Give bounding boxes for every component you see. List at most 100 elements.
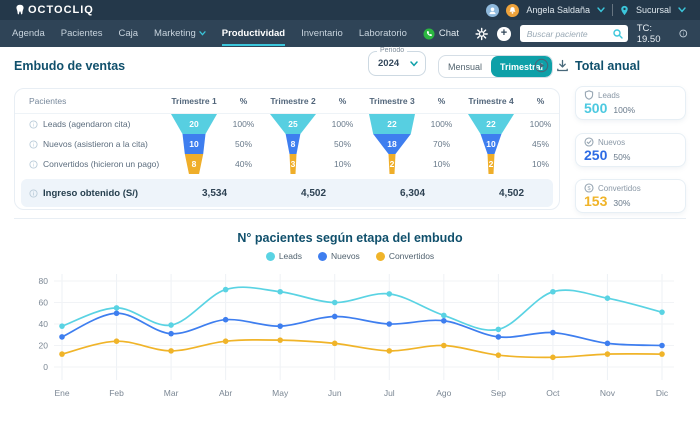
- svg-text:3: 3: [291, 159, 296, 169]
- period-chevron-down-icon: [410, 61, 418, 67]
- svg-text:May: May: [272, 388, 289, 398]
- leads-badge-icon: [584, 90, 594, 100]
- nav-item-chat[interactable]: Chat: [423, 28, 459, 40]
- nav-item-caja[interactable]: Caja: [119, 21, 139, 46]
- data-point[interactable]: [386, 291, 393, 297]
- funnel-table-rows: i Leads (agendaron cita) i Nuevos (asistier…: [15, 114, 559, 174]
- data-point[interactable]: [113, 310, 120, 317]
- info-icon[interactable]: i: [29, 188, 38, 198]
- data-point[interactable]: [441, 317, 447, 324]
- gear-icon[interactable]: [475, 27, 488, 41]
- pct-q4-row1: 100%: [529, 119, 552, 129]
- data-point[interactable]: [495, 334, 502, 340]
- svg-text:Ago: Ago: [436, 388, 451, 398]
- data-point[interactable]: [59, 351, 65, 357]
- data-point[interactable]: [604, 295, 611, 301]
- data-point[interactable]: [59, 334, 65, 340]
- info-icon[interactable]: i: [679, 29, 688, 38]
- stat-card-nuevos: Nuevos 250 50%: [575, 133, 686, 167]
- data-point[interactable]: [168, 348, 174, 354]
- data-point[interactable]: [441, 342, 447, 349]
- data-point[interactable]: [331, 313, 338, 320]
- nav-item-productividad[interactable]: Productividad: [221, 21, 286, 46]
- data-point[interactable]: [59, 323, 65, 329]
- period-value: 2024: [378, 58, 400, 69]
- legend-dot: [265, 251, 275, 261]
- data-point[interactable]: [441, 312, 447, 319]
- legend-item-convertidos[interactable]: Convertidos: [375, 251, 435, 261]
- nav-item-label: Productividad: [221, 28, 286, 39]
- legend-label: Nuevos: [330, 251, 360, 261]
- data-point[interactable]: [659, 351, 665, 357]
- info-icon[interactable]: i: [29, 119, 38, 129]
- nav-item-agenda[interactable]: Agenda: [12, 21, 45, 46]
- nav-item-label: Inventario: [301, 28, 343, 39]
- data-point[interactable]: [495, 352, 502, 358]
- data-point[interactable]: [113, 338, 120, 344]
- data-point[interactable]: [331, 299, 338, 306]
- data-point[interactable]: [604, 351, 611, 357]
- data-point[interactable]: [168, 330, 174, 337]
- info-icon[interactable]: i: [29, 159, 38, 169]
- nav-item-label: Marketing: [154, 28, 196, 39]
- branch-selector[interactable]: Sucursal: [635, 5, 671, 15]
- svg-text:i: i: [33, 122, 34, 128]
- legend-item-leads[interactable]: Leads: [265, 251, 302, 261]
- branch-chevron-down-icon[interactable]: [678, 7, 686, 13]
- data-point[interactable]: [495, 326, 502, 333]
- data-point[interactable]: [222, 316, 229, 323]
- data-point[interactable]: [277, 337, 283, 343]
- column-header-pacientes: Pacientes: [29, 96, 67, 106]
- data-point[interactable]: [386, 321, 393, 327]
- svg-text:2: 2: [390, 159, 395, 169]
- data-point[interactable]: [604, 340, 611, 347]
- notifications-bell-icon[interactable]: [506, 3, 520, 17]
- brand-logo[interactable]: OCTOCLIQ: [14, 4, 94, 16]
- topbar-right: Angela Saldaña Sucursal: [486, 3, 686, 17]
- data-point[interactable]: [659, 342, 665, 349]
- download-icon[interactable]: [555, 58, 570, 73]
- support-avatar[interactable]: [486, 3, 500, 17]
- legend-label: Convertidos: [388, 251, 435, 261]
- section-divider: [14, 218, 686, 219]
- user-chevron-down-icon[interactable]: [597, 7, 605, 13]
- search-box: [519, 25, 628, 42]
- play-button[interactable]: [534, 58, 549, 73]
- data-point[interactable]: [550, 354, 556, 361]
- nav-item-laboratorio[interactable]: Laboratorio: [359, 21, 407, 46]
- svg-text:80: 80: [39, 276, 49, 286]
- data-point[interactable]: [386, 348, 393, 354]
- nav-item-pacientes[interactable]: Pacientes: [61, 21, 103, 46]
- svg-text:8: 8: [291, 139, 296, 149]
- info-icon[interactable]: i: [29, 139, 38, 149]
- data-point[interactable]: [168, 322, 174, 328]
- toggle-mensual[interactable]: Mensual: [448, 61, 483, 72]
- nav-item-inventario[interactable]: Inventario: [301, 21, 343, 46]
- data-point[interactable]: [550, 329, 556, 336]
- series-line-nuevos: [61, 312, 663, 347]
- data-point[interactable]: [550, 288, 556, 295]
- column-header-trimestre-4: Trimestre 4: [468, 96, 514, 106]
- pct-q4-row3: 10%: [531, 159, 549, 169]
- income-label: i Ingreso obtenido (S/): [21, 188, 165, 199]
- search-icon[interactable]: [613, 28, 623, 39]
- nav-item-marketing[interactable]: Marketing: [154, 21, 206, 46]
- funnel-table-header: Pacientes Trimestre 1% Trimestre 2% Trimest…: [15, 89, 559, 114]
- search-input[interactable]: [524, 27, 609, 40]
- data-point[interactable]: [277, 323, 283, 329]
- svg-text:Dic: Dic: [656, 388, 669, 398]
- svg-text:60: 60: [39, 298, 49, 308]
- data-point[interactable]: [277, 288, 283, 295]
- data-point[interactable]: [659, 309, 665, 315]
- data-point[interactable]: [113, 305, 120, 311]
- data-point[interactable]: [222, 338, 229, 344]
- user-name[interactable]: Angela Saldaña: [526, 5, 590, 15]
- add-button[interactable]: +: [497, 26, 511, 41]
- data-point[interactable]: [331, 340, 338, 347]
- data-point[interactable]: [222, 286, 229, 293]
- nav-item-label: Pacientes: [60, 28, 103, 39]
- legend-item-nuevos[interactable]: Nuevos: [317, 251, 360, 261]
- nav-item-label: Caja: [118, 28, 139, 39]
- period-select[interactable]: Periodo 2024: [368, 47, 426, 76]
- income-value-q4: 4,502: [498, 187, 525, 199]
